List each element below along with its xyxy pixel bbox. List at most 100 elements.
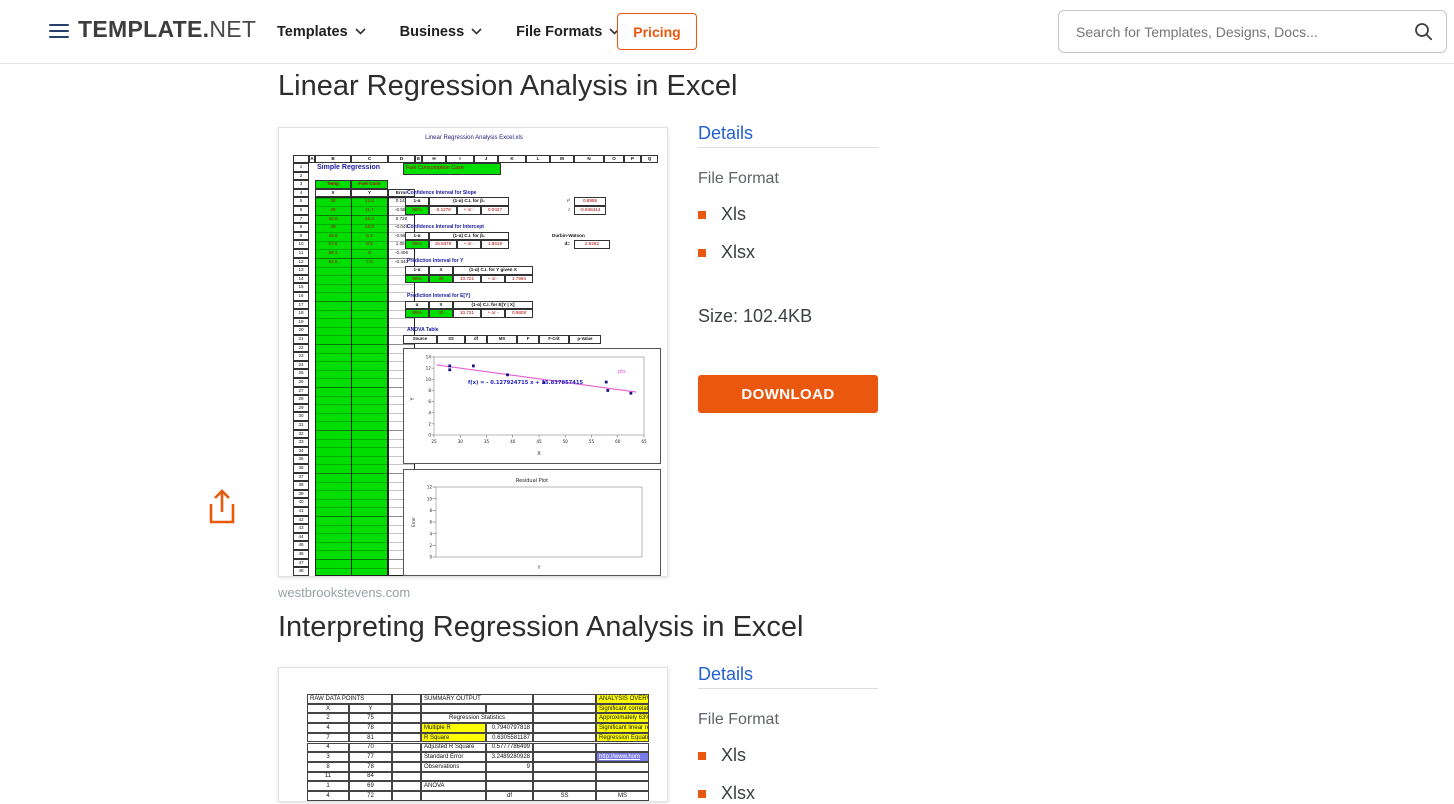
sc: K: [498, 155, 526, 163]
sc: 69: [349, 781, 392, 791]
sc: 32: [293, 430, 309, 439]
sc: 18: [293, 309, 309, 318]
sc: 6: [293, 206, 309, 215]
source-caption: westbrookstevens.com: [278, 585, 410, 600]
sc: [533, 694, 596, 704]
sc: 7.5: [351, 258, 388, 267]
sc: 27: [293, 387, 309, 396]
sc: 95%: [405, 275, 429, 284]
sc: [392, 781, 421, 791]
sc: 58.1: [315, 249, 351, 258]
sc: [392, 752, 421, 762]
sc: 2: [307, 713, 349, 723]
nav-item-business[interactable]: Business: [400, 24, 482, 40]
sc: 4: [307, 723, 349, 733]
sc: 28: [293, 395, 309, 404]
sc: X: [429, 266, 453, 275]
sc: 3.2489280928: [486, 752, 533, 762]
hamburger-menu-icon[interactable]: [49, 24, 69, 40]
sc: 26: [293, 378, 309, 387]
search-bar: [1058, 10, 1447, 53]
sc: ANOVA Table: [405, 326, 485, 335]
svg-text:60: 60: [615, 439, 621, 444]
search-icon[interactable]: [1414, 22, 1433, 41]
sc: [392, 791, 421, 801]
sc: 43: [293, 524, 309, 533]
sc: [533, 733, 596, 743]
download-button[interactable]: DOWNLOAD: [698, 375, 878, 413]
sc: 1.7994: [505, 275, 533, 284]
sc: 8: [351, 249, 388, 258]
svg-text:25: 25: [431, 439, 437, 444]
sc: 25: [293, 369, 309, 378]
sc: df: [486, 791, 533, 801]
sc: 17: [293, 301, 309, 310]
sc: [596, 762, 649, 772]
search-input[interactable]: [1074, 23, 1414, 41]
sc: 24: [293, 361, 309, 370]
sc: 14: [293, 275, 309, 284]
details-link[interactable]: Details: [698, 123, 753, 144]
sc: 33: [293, 438, 309, 447]
sc: df: [465, 335, 487, 344]
sc: 11: [293, 249, 309, 258]
sc: + or -: [481, 309, 505, 318]
bullet-square-icon: [698, 752, 706, 760]
share-upload-icon[interactable]: [204, 488, 240, 526]
sc: [392, 713, 421, 723]
sc: 38: [293, 481, 309, 490]
sc: 9: [293, 232, 309, 241]
sc: 36: [293, 464, 309, 473]
sc: B: [315, 155, 351, 163]
svg-text:10: 10: [427, 496, 433, 501]
sc: [533, 781, 596, 791]
sc: 10: [293, 240, 309, 249]
sc: 95%: [405, 206, 429, 215]
svg-text:35: 35: [484, 439, 490, 444]
file-format-label: File Format: [698, 170, 779, 188]
sc: SS: [533, 791, 596, 801]
svg-text:45: 45: [536, 439, 542, 444]
nav-item-file-formats[interactable]: File Formats: [516, 24, 620, 40]
sc: 2.8282: [574, 240, 610, 249]
sc: 72: [349, 791, 392, 801]
sc: Observations: [421, 762, 486, 772]
svg-text:0: 0: [429, 555, 432, 560]
nav-item-label: File Formats: [516, 24, 602, 40]
svg-text:12: 12: [426, 366, 432, 371]
sc: 0.7940797818: [486, 723, 533, 733]
sc: Q: [641, 155, 658, 163]
sc: 12: [293, 258, 309, 267]
sc: 70: [349, 743, 392, 753]
sc: 62.5: [315, 258, 351, 267]
sc: (1-α) C.I. for Y given X: [453, 266, 533, 275]
sc: 40: [293, 498, 309, 507]
sc: 77: [349, 752, 392, 762]
svg-text:10: 10: [426, 377, 432, 382]
sc: 40: [429, 275, 453, 284]
page-title-2: Interpreting Regression Analysis in Exce…: [278, 611, 803, 644]
sc: [392, 743, 421, 753]
sc: 1.8619: [481, 240, 509, 249]
sc: 44: [293, 533, 309, 542]
sc: C: [351, 155, 388, 163]
sc: N: [574, 155, 604, 163]
sc: [421, 791, 486, 801]
svg-text:pts: pts: [618, 369, 626, 375]
page-title: Linear Regression Analysis in Excel: [278, 70, 737, 103]
site-logo[interactable]: TEMPLATE.NET: [78, 16, 256, 43]
logo-bold: TEMPLATE.: [78, 16, 209, 42]
details-link[interactable]: Details: [698, 664, 753, 685]
pricing-button[interactable]: Pricing: [617, 13, 697, 50]
sc: [392, 772, 421, 782]
sc: [392, 762, 421, 772]
sc: [533, 752, 596, 762]
nav-item-templates[interactable]: Templates: [277, 24, 366, 40]
sc: SUMMARY OUTPUT: [421, 694, 533, 704]
sc: Regression Statistics: [421, 713, 533, 723]
sc: D: [388, 155, 415, 163]
sc: ANALYSIS OVERV: [596, 694, 649, 704]
